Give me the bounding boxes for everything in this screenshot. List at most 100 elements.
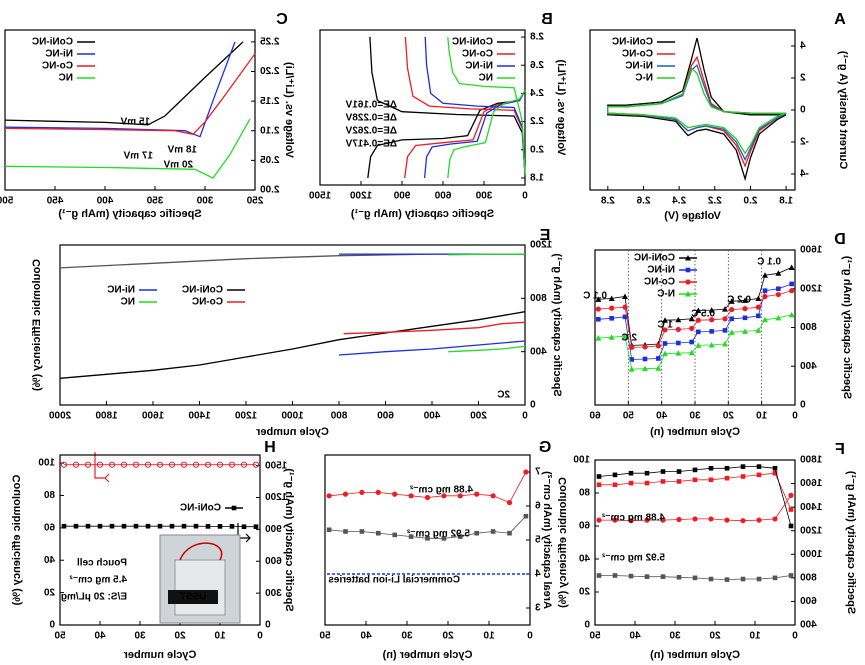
marker [676,340,681,346]
marker [762,288,768,293]
y2-tick-label: 80 [43,490,55,501]
marker [728,298,735,304]
marker [644,574,650,579]
marker [109,523,115,529]
marker [458,534,463,539]
x-tick-label: 600 [434,191,451,202]
marker [144,461,152,468]
marker [628,480,634,486]
y-tick-label: 0 [800,105,806,116]
series-line [423,36,526,179]
marker [181,523,187,529]
marker [676,469,682,474]
x-tick-label: 0 [792,411,798,422]
y-axis-label: Specific capacity (mAh g⁻¹) [841,255,853,399]
series-line [447,36,526,179]
y2-tick-label: 20 [43,587,55,598]
marker [660,574,666,579]
x-tick-label: 30 [134,631,146,642]
y-tick-label: 800 [800,322,817,333]
x-tick-label: 250 [246,196,263,207]
series-line [338,340,526,356]
panel-letter: G [539,439,551,456]
plot-frame [319,29,526,186]
marker [326,527,332,533]
y-tick-label: 6 [535,501,541,512]
y-axis-label: Areal capacity (mAh cm⁻²) [541,471,553,609]
marker [424,494,431,501]
y-tick-label: 3 [535,603,541,614]
x-tick-label: 2000 [48,411,71,422]
marker [596,482,602,488]
x-tick-label: 10 [214,631,226,642]
x-tick-label: 10 [756,411,768,422]
marker [685,267,691,273]
marker [689,325,695,332]
marker [596,573,602,578]
x-tick-label: 10 [749,631,761,642]
marker [660,479,666,484]
x-tick-label: 1200 [234,411,257,422]
x-tick-label: 20 [709,631,721,642]
marker [708,465,714,471]
legend-label: CoNi-NC [180,503,221,514]
x-tick-label: 20 [174,631,186,642]
y-tick-label: 2.05 [260,155,280,166]
marker [656,356,661,361]
marker [642,365,648,372]
x-tick-label: 2.4 [672,196,686,207]
marker [789,288,795,294]
marker [788,492,794,498]
marker [612,573,618,578]
y-tick-label: 400 [800,620,817,631]
marker [742,315,748,321]
marker [392,491,398,497]
marker [708,477,714,483]
marker [622,314,628,320]
x-tick-label: 500 [0,196,13,207]
marker [756,576,762,582]
series-line [598,283,792,360]
x-tick-label: 10 [483,631,495,642]
marker [762,272,768,278]
annotation: 0.1 C [757,257,781,268]
y2-tick-label: 0 [584,620,590,631]
marker [756,472,762,478]
y-tick-label: 1400 [800,502,823,513]
marker [709,329,714,334]
marker [676,479,682,484]
marker [644,480,650,486]
marker [359,529,365,534]
marker [609,315,614,321]
annotation: E/S: 20 μL/mg [61,592,127,603]
y2-tick-label: 80 [578,488,590,499]
marker [608,334,615,340]
marker [788,311,795,318]
marker [490,529,496,534]
marker [740,576,746,582]
x-tick-label: 2.8 [600,196,614,207]
marker [662,350,668,357]
marker [595,306,601,312]
x-tick-label: 0 [792,631,798,642]
y2-tick-label: 40 [43,555,55,566]
marker [628,470,634,476]
y-tick-label: 2 [800,73,806,84]
marker [660,517,666,523]
marker [740,518,746,524]
x-tick-label: 30 [689,411,701,422]
marker [61,523,67,529]
marker [441,493,447,499]
y-tick-label: 2.2 [530,116,544,127]
marker [228,461,236,468]
marker [695,307,702,314]
marker [756,464,762,469]
y-tick-label: 600 [265,556,282,567]
marker [612,472,618,478]
y2-axis-label: Coulombic Efficiency (%) [31,259,43,391]
marker [342,491,349,497]
y2-axis-label: Coulombic efficiency (%) [11,475,23,606]
y-axis-label: Voltage vs. (Li⁺/Li) [555,59,567,155]
marker [755,295,762,301]
annotation: ΔE=0.417V [345,139,397,150]
